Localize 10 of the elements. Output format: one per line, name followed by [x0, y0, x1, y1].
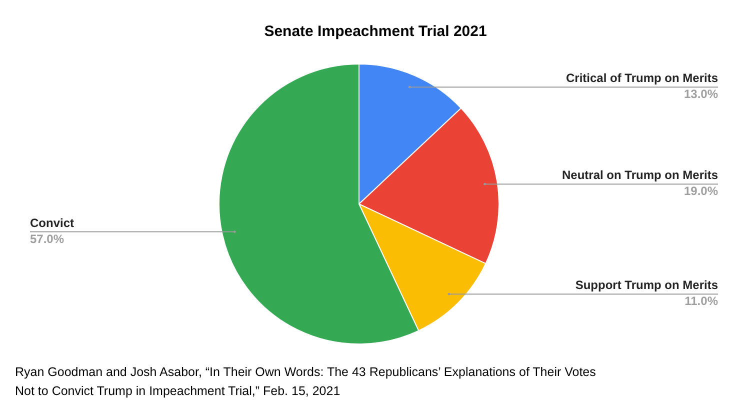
slice-label: Neutral on Trump on Merits: [562, 168, 718, 182]
data-label: 57.0%: [30, 232, 64, 246]
data-label: 13.0%: [684, 87, 718, 102]
text: Ryan Goodman and Josh Asabor, “In Their Own Words: The 43 Republicans’ Explanations of Their Votes Not to Convict Trump in Impeachment Trial,” Feb. 15, 2021: [15, 365, 596, 398]
slice-label: Convict: [30, 216, 74, 230]
data-label: 11.0%: [684, 294, 718, 308]
chart-title: Senate Impeachment Trial 2021: [264, 23, 487, 40]
slice-label: Support Trump on Merits: [575, 278, 718, 292]
data-label: 19.0%: [684, 184, 718, 198]
slice-label: Critical of Trump on Merits: [566, 71, 718, 86]
